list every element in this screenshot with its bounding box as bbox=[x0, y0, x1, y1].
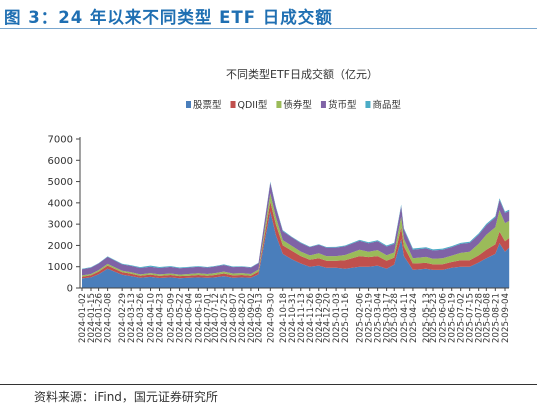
x-tick-label: 2025-06-19 bbox=[448, 293, 458, 343]
y-tick-label: 4000 bbox=[48, 198, 73, 209]
y-tick-label: 3000 bbox=[48, 220, 73, 231]
stacked-areas bbox=[82, 181, 510, 288]
legend-label-0: 股票型 bbox=[193, 100, 222, 111]
x-tick-label: 2024-04-23 bbox=[156, 293, 166, 343]
x-tick-label: 2025-05-23 bbox=[429, 293, 439, 343]
legend-swatch-2 bbox=[276, 101, 282, 108]
chart-title: 不同类型ETF日成交额（亿元） bbox=[226, 67, 378, 81]
x-tick-label: 2025-04-11 bbox=[400, 293, 410, 343]
x-tick-label: 2024-05-22 bbox=[176, 293, 186, 343]
x-tick-label: 2024-01-26 bbox=[95, 293, 105, 343]
x-tick-label: 2025-09-04 bbox=[501, 293, 511, 343]
x-tick-label: 2025-03-28 bbox=[390, 293, 400, 343]
x-tick-label: 2024-02-08 bbox=[104, 293, 114, 343]
x-tick-label: 2024-11-26 bbox=[306, 293, 316, 343]
x-tick-label: 2024-01-15 bbox=[87, 293, 97, 343]
x-tick-label: 2024-07-12 bbox=[211, 293, 221, 343]
title-underline bbox=[0, 28, 537, 29]
x-tick-label: 2025-06-06 bbox=[439, 293, 449, 343]
x-tick-label: 2025-08-21 bbox=[491, 293, 501, 343]
x-tick-label: 2025-07-28 bbox=[475, 293, 485, 343]
footer-rule bbox=[0, 384, 537, 385]
x-tick-label: 2024-12-20 bbox=[322, 293, 332, 343]
y-tick-label: 1000 bbox=[48, 262, 73, 273]
x-tick-label: 2025-02-06 bbox=[356, 293, 366, 343]
source-note: 资料来源：iFind，国元证券研究所 bbox=[34, 390, 218, 404]
x-tick-label: 2024-04-10 bbox=[147, 293, 157, 343]
x-tick-label: 2024-03-26 bbox=[136, 293, 146, 343]
x-tick-label: 2024-06-04 bbox=[185, 293, 195, 343]
area-series-0 bbox=[82, 211, 510, 288]
x-tick-label: 2025-08-08 bbox=[482, 293, 492, 343]
legend-label-2: 债券型 bbox=[283, 99, 312, 111]
x-tick-label: 2025-04-24 bbox=[409, 293, 419, 343]
x-tick-label: 2024-09-13 bbox=[255, 293, 265, 343]
legend: 股票型 QDII型 债券型 货币型 商品型 bbox=[186, 99, 401, 111]
legend-label-1: QDII型 bbox=[238, 100, 268, 111]
y-tick-label: 0 bbox=[67, 284, 73, 295]
legend-label-3: 货币型 bbox=[328, 99, 357, 111]
x-tick-label: 2025-03-04 bbox=[374, 293, 384, 343]
x-tick-label: 2024-07-25 bbox=[220, 293, 230, 343]
legend-swatch-1 bbox=[230, 101, 236, 108]
x-tick-label: 2024-08-20 bbox=[238, 293, 248, 343]
x-tick-label: 2024-10-31 bbox=[288, 293, 298, 343]
x-tick-label: 2025-07-15 bbox=[466, 293, 476, 343]
x-tick-label: 2025-02-19 bbox=[365, 293, 375, 343]
x-tick-label: 2025-05-13 bbox=[422, 293, 432, 343]
x-tick-label: 2024-09-02 bbox=[247, 293, 257, 343]
legend-label-4: 商品型 bbox=[372, 99, 401, 111]
x-tick-label: 2024-08-07 bbox=[229, 293, 239, 343]
legend-swatch-4 bbox=[365, 101, 371, 108]
x-tick-label: 2024-03-13 bbox=[127, 293, 137, 343]
x-tick-label: 2024-12-09 bbox=[315, 293, 325, 343]
area-series-3 bbox=[82, 182, 510, 276]
y-tick-label: 6000 bbox=[48, 156, 73, 167]
x-tick-label: 2024-01-02 bbox=[78, 293, 88, 343]
x-tick-label: 2024-02-29 bbox=[118, 293, 128, 343]
x-tick-label: 2025-07-02 bbox=[457, 293, 467, 343]
x-tick-label: 2025-01-16 bbox=[341, 293, 351, 343]
x-tick-label: 2024-07-01 bbox=[203, 293, 213, 343]
legend-swatch-3 bbox=[320, 101, 326, 108]
x-tick-label: 2024-06-18 bbox=[194, 293, 204, 343]
y-tick-label: 7000 bbox=[48, 135, 73, 146]
y-tick-label: 5000 bbox=[48, 177, 73, 188]
x-tick-label: 2024-10-18 bbox=[279, 293, 289, 343]
x-tick-label: 2024-05-09 bbox=[167, 293, 177, 343]
x-tick-label: 2025-03-17 bbox=[383, 293, 393, 343]
x-tick-label: 2025-01-03 bbox=[332, 293, 342, 343]
legend-swatch-0 bbox=[186, 101, 191, 108]
x-tick-label: 2024-11-13 bbox=[297, 293, 307, 343]
y-tick-label: 2000 bbox=[48, 241, 73, 252]
figure-title: 图 3：24 年以来不同类型 ETF 日成交额 bbox=[4, 8, 333, 27]
x-tick-label: 2024-09-30 bbox=[266, 293, 276, 343]
